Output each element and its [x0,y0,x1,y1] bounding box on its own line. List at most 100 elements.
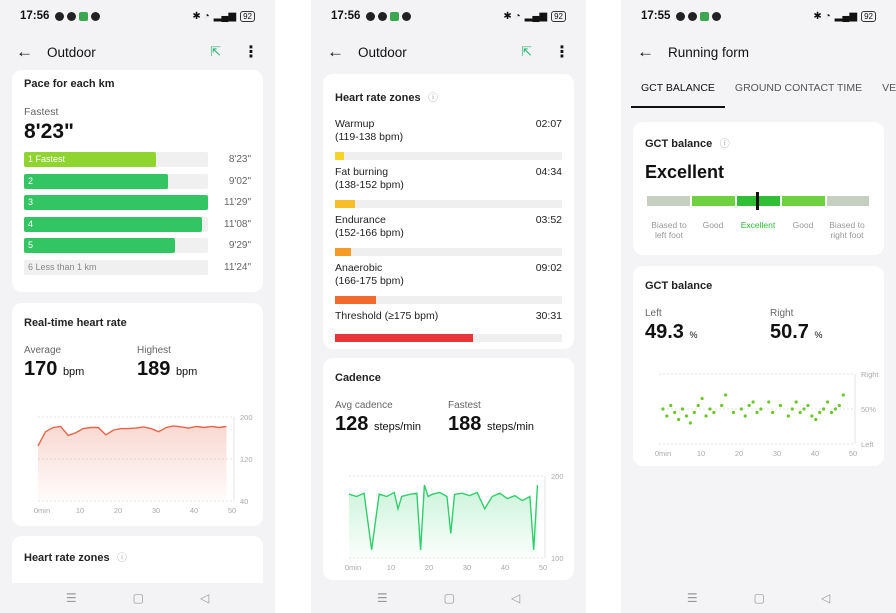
pace-bar-track [24,259,208,275]
zone-name: Warmup [335,118,375,130]
menu-icon[interactable]: ☰ [376,591,388,605]
data-point [767,400,771,404]
screen-running-form: 17:55 ✱ ◔ ▂▄▆ 92 ← Running form GCT BALANC… [621,0,896,613]
home-icon[interactable]: ▢ [753,591,765,605]
pace-bar-value: 11'08" [224,218,251,230]
zone-item: Threshold (≥175 bpm) 30:31 [335,310,562,348]
highest-label: Highest [137,345,171,356]
left-unit: % [689,330,698,340]
x-tick-label: 30 [152,506,160,515]
pace-card: Pace for each km Fastest 8'23" 1 Fastest… [12,70,263,292]
back-arrow-icon[interactable]: ← [327,42,344,61]
series-area [349,485,538,558]
x-tick-label: 0min [34,506,50,515]
pace-row: 6 Less than 1 km 11'24" [24,259,251,275]
cadence-card: Cadence Avg cadence 128 steps/min Fastes… [323,358,574,580]
pace-bar-label: 5 [24,238,175,253]
screen-outdoor-zones: 17:56 ✱ ◔ ▂▄▆ 92 ← Outdoor ⇱ ⋮ Heart rate … [311,0,586,613]
scale-segment-good-right [782,196,825,206]
menu-icon[interactable]: ☰ [686,591,698,605]
data-point [692,410,696,415]
pace-bar-label: 6 Less than 1 km [28,261,97,272]
x-tick-label: 30 [773,449,781,458]
tab-gct-balance[interactable]: GCT BALANCE [631,72,725,108]
zone-item: Anaerobic (166-175 bpm) 09:02 [335,262,562,310]
menu-icon[interactable]: ☰ [65,591,77,605]
gct-detail-card: GCT balance Left 49.3 % Right 50.7 % Rig… [633,266,884,466]
fastest-label: Fastest [24,106,59,118]
avg-cadence-label: Avg cadence [335,400,393,411]
zone-time: 30:31 [535,310,562,322]
back-arrow-icon[interactable]: ← [16,42,33,61]
pace-bar-value: 8'23" [228,154,251,165]
home-icon[interactable]: ▢ [443,591,455,605]
zone-range: (152-166 bpm) [335,227,404,239]
status-bar: 17:56 ✱ ◔ ▂▄▆ 92 [0,0,275,32]
gct-balance-card: GCT balance ⓘ Excellent Biased to left f… [633,122,884,255]
right-label: Right [770,308,794,319]
share-icon[interactable]: ⇱ [210,44,221,59]
average-hr-unit: bpm [62,366,85,378]
balance-scale-bar [647,192,869,210]
pace-title: Pace for each km [24,78,115,90]
series-line [348,484,539,550]
zone-bar-fill [335,152,345,160]
back-nav-icon[interactable]: ◁ [510,591,521,605]
zone-time: 02:07 [535,118,562,130]
data-point [680,407,685,411]
status-time: 17:56 [331,10,361,22]
scale-label-excellent: Excellent [740,220,776,230]
home-icon[interactable]: ▢ [132,591,144,605]
x-tick-label: 50 [539,563,547,572]
zone-name: Threshold (≥175 bpm) [335,310,439,322]
zone-name: Fat burning [335,166,389,178]
y-tick-label: Right [861,370,879,379]
zone-bar-fill [335,296,376,304]
highest-hr-value: 189 [137,358,171,380]
x-tick-label: 40 [190,506,198,515]
battery-icon: 92 [861,10,876,22]
gct-balance-rating: Excellent [645,162,725,182]
data-point [829,410,834,415]
zone-time: 04:34 [535,166,562,178]
y-tick-label: 50% [861,405,876,414]
page-title: Running form [668,44,750,60]
more-options-icon[interactable]: ⋮ [243,44,259,61]
battery-icon: 92 [551,10,566,22]
back-nav-icon[interactable]: ◁ [820,591,831,605]
series-area [38,425,227,501]
heart-rate-title: Real-time heart rate [24,317,127,329]
tab-ground-contact-time[interactable]: GROUND CONTACT TIME [734,82,863,94]
left-value: 49.3 [645,321,684,343]
tab-vert[interactable]: VERT [882,82,896,94]
data-point [798,410,802,415]
heart-rate-chart: 200 120 40 0min 10 20 30 40 50 [34,413,253,515]
data-point [708,407,712,411]
system-nav: ☰ ▢ ◁ [0,583,275,613]
x-tick-label: 0min [345,563,361,572]
info-icon[interactable]: ⓘ [719,139,730,150]
scale-label-biased-right: Biased to right foot [829,220,865,240]
system-nav: ☰ ▢ ◁ [311,583,586,613]
data-point [794,400,798,404]
data-point [822,407,826,411]
scale-label-good-right: Good [792,220,814,230]
pace-bar-label: 1 Fastest [24,152,157,167]
info-icon[interactable]: ⓘ [428,93,439,104]
share-icon[interactable]: ⇱ [521,44,532,59]
data-point [720,403,724,408]
x-tick-label: 0min [655,449,671,458]
data-point [669,403,673,408]
data-point [696,403,700,408]
info-icon[interactable]: ⓘ [117,553,128,564]
more-options-icon[interactable]: ⋮ [554,44,570,61]
cadence-chart: 200 100 0min 10 20 30 40 50 [345,472,564,572]
data-point [841,393,845,397]
x-tick-label: 50 [228,506,236,515]
back-arrow-icon[interactable]: ← [637,42,654,61]
pace-row: 5 9'29" [24,238,251,253]
back-nav-icon[interactable]: ◁ [199,591,210,605]
avg-cadence-unit: steps/min [373,421,422,433]
data-point [837,403,841,408]
pace-bar-label: 4 [24,216,203,232]
